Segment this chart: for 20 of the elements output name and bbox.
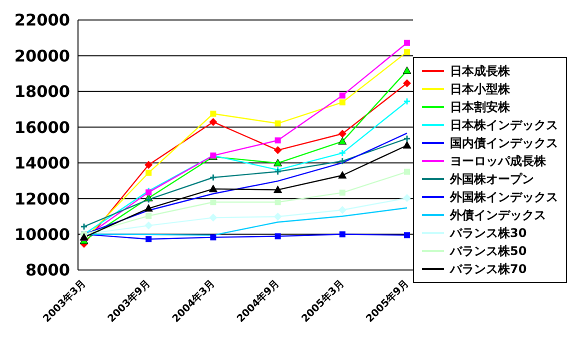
legend-label: 外国株インデックス [450,189,558,206]
legend-label: バランス株30 [450,225,527,242]
legend-label: バランス株50 [450,243,527,260]
legend-label: バランス株70 [450,261,527,278]
y-tick-label: 10000 [14,224,70,244]
legend-label: 外債インデックス [450,207,546,224]
y-tick-label: 16000 [14,118,70,137]
y-tick-label: 18000 [14,82,70,102]
y-tick-label: 20000 [14,46,70,66]
legend-label: 日本割安株 [450,99,510,116]
y-tick-label: 8000 [25,260,70,280]
y-tick-label: 12000 [14,189,70,208]
legend-label: 日本株インデックス [450,117,558,134]
legend-label: ヨーロッパ成長株 [450,153,546,170]
legend-label: 日本成長株 [450,63,510,80]
legend-label: 国内債インデックス [450,135,558,152]
y-tick-label: 14000 [14,154,70,173]
legend-label: 日本小型株 [450,81,510,98]
legend-label: 外国株オープン [450,171,534,188]
y-tick-label: 22000 [14,10,70,30]
